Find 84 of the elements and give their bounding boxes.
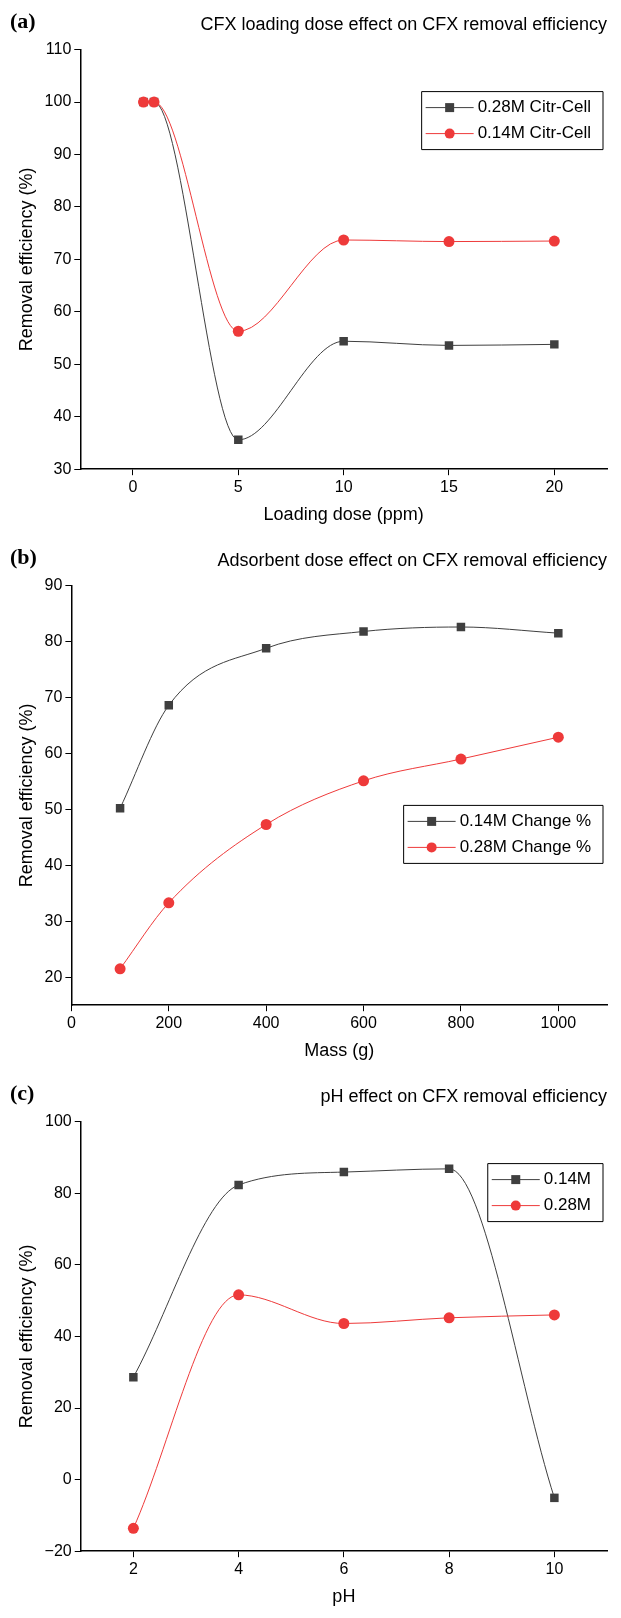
point bbox=[338, 234, 350, 246]
legend-label: 0.14M Citr-Cell bbox=[477, 123, 591, 143]
x-tick-label: 1000 bbox=[540, 1014, 577, 1032]
x-tick-label: 10 bbox=[334, 478, 353, 496]
y-tick-label: 100 bbox=[44, 92, 72, 110]
y-tick-label: 70 bbox=[44, 687, 63, 705]
y-tick-label: 20 bbox=[53, 1398, 72, 1416]
x-tick-label: 200 bbox=[155, 1014, 183, 1032]
legend-label: 0.14M bbox=[543, 1169, 591, 1189]
point bbox=[164, 701, 174, 710]
legend-label: 0.28M Change % bbox=[459, 837, 592, 857]
y-tick-label: 50 bbox=[44, 799, 63, 817]
x-tick-label: 5 bbox=[233, 478, 243, 496]
point bbox=[359, 627, 368, 636]
chart-title: CFX loading dose effect on CFX removal efficiency bbox=[200, 13, 607, 34]
x-tick-label: 6 bbox=[339, 1560, 349, 1578]
y-tick-label: 0 bbox=[62, 1470, 72, 1488]
point bbox=[129, 1372, 138, 1382]
y-tick-label: 80 bbox=[53, 197, 72, 215]
y-axis-title: Removal efficiency (%) bbox=[15, 1244, 36, 1429]
text: (b) bbox=[10, 544, 37, 570]
point bbox=[338, 1318, 350, 1330]
point bbox=[550, 1493, 559, 1503]
point bbox=[443, 1312, 455, 1324]
y-tick-label: 30 bbox=[44, 911, 63, 929]
point bbox=[554, 628, 563, 638]
point bbox=[233, 1289, 245, 1301]
x-tick-label: 8 bbox=[444, 1560, 454, 1578]
y-tick-label: 50 bbox=[53, 354, 72, 372]
point bbox=[163, 897, 175, 909]
point bbox=[232, 325, 244, 337]
y-tick-label: 40 bbox=[53, 1326, 72, 1344]
x-tick-label: 10 bbox=[545, 1560, 564, 1578]
chart-title: Adsorbent dose effect on CFX removal efficiency bbox=[217, 549, 607, 570]
text: (a) bbox=[10, 8, 36, 34]
point bbox=[261, 644, 271, 653]
point bbox=[127, 1522, 139, 1534]
y-tick-label: 100 bbox=[45, 1112, 72, 1130]
y-tick-label: 60 bbox=[53, 1255, 72, 1273]
point bbox=[548, 1309, 560, 1321]
y-tick-label: 60 bbox=[44, 743, 63, 761]
y-tick-label: 90 bbox=[44, 576, 63, 594]
point bbox=[550, 340, 559, 349]
y-tick-label: −20 bbox=[44, 1541, 72, 1559]
legend-label: 0.28M bbox=[543, 1195, 591, 1215]
y-tick-label: 60 bbox=[53, 302, 72, 320]
x-tick-label: 20 bbox=[545, 478, 564, 496]
y-tick-label: 40 bbox=[53, 407, 72, 425]
x-tick-label: 600 bbox=[350, 1014, 377, 1032]
y-axis-title: Removal efficiency (%) bbox=[15, 703, 36, 888]
x-axis-title: Loading dose (ppm) bbox=[263, 504, 424, 525]
x-axis-title: Mass (g) bbox=[304, 1040, 375, 1061]
x-axis-title: pH bbox=[332, 1586, 356, 1607]
y-tick-label: 90 bbox=[53, 144, 72, 162]
x-tick-label: 800 bbox=[447, 1014, 475, 1032]
point bbox=[115, 804, 125, 813]
x-tick-label: 2 bbox=[128, 1560, 138, 1578]
y-tick-label: 110 bbox=[45, 40, 72, 58]
point bbox=[339, 336, 348, 346]
point bbox=[443, 236, 455, 248]
point bbox=[260, 818, 272, 830]
chart-title: pH effect on CFX removal efficiency bbox=[320, 1085, 607, 1106]
point bbox=[444, 341, 454, 350]
x-tick-label: 4 bbox=[234, 1560, 244, 1578]
y-tick-label: 20 bbox=[44, 967, 63, 985]
point bbox=[548, 235, 560, 247]
y-tick-label: 80 bbox=[44, 631, 63, 649]
y-axis-title: Removal efficiency (%) bbox=[15, 167, 36, 352]
text: (c) bbox=[10, 1080, 35, 1106]
point bbox=[552, 731, 564, 743]
point bbox=[358, 775, 370, 787]
point bbox=[455, 753, 467, 765]
legend-label: 0.28M Citr-Cell bbox=[477, 97, 591, 117]
y-tick-label: 80 bbox=[53, 1183, 72, 1201]
point bbox=[234, 1180, 243, 1190]
x-tick-label: 0 bbox=[128, 478, 138, 496]
x-tick-label: 400 bbox=[252, 1014, 280, 1032]
legend-label: 0.14M Change % bbox=[459, 811, 592, 831]
y-tick-label: 40 bbox=[44, 855, 63, 873]
point bbox=[114, 963, 126, 975]
x-tick-label: 15 bbox=[440, 478, 458, 496]
point bbox=[234, 435, 243, 445]
y-tick-label: 70 bbox=[53, 249, 72, 267]
y-tick-label: 30 bbox=[53, 459, 72, 477]
